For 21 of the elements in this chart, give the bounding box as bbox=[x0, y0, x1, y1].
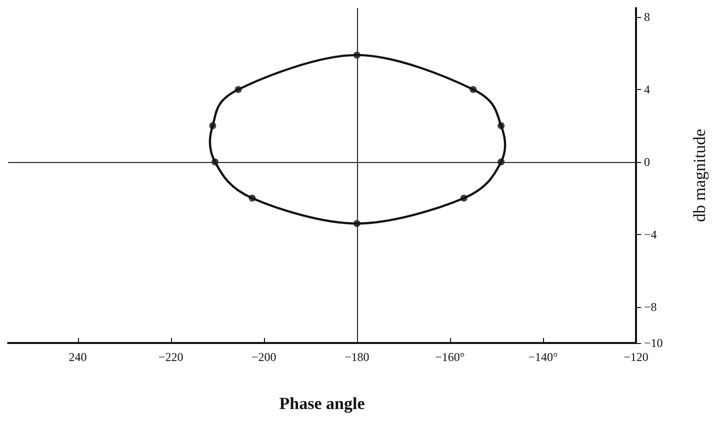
point bbox=[234, 86, 242, 93]
point bbox=[498, 122, 505, 130]
x-tick-label: −120 bbox=[624, 350, 648, 364]
y-tick-label: −8 bbox=[644, 300, 657, 314]
y-tick-label: 4 bbox=[644, 82, 650, 96]
y-tick-label: −10 bbox=[644, 336, 663, 350]
point bbox=[470, 86, 477, 93]
x-tick-label: −200 bbox=[251, 350, 276, 364]
y-axis-title: db magnitude bbox=[690, 128, 709, 222]
point bbox=[248, 194, 256, 202]
y-tick-label: 8 bbox=[644, 10, 650, 24]
x-tick-label: −160° bbox=[435, 350, 465, 364]
point bbox=[460, 194, 468, 202]
point bbox=[209, 122, 216, 130]
x-axis-title: Phase angle bbox=[279, 394, 366, 413]
y-tick-label: −4 bbox=[644, 227, 657, 242]
x-tick-label: −220 bbox=[158, 350, 184, 364]
x-tick-label: 240 bbox=[68, 350, 87, 364]
x-tick-label: −180 bbox=[344, 350, 370, 364]
x-tick-label: −140° bbox=[528, 350, 558, 364]
y-tick-label: 0 bbox=[644, 154, 650, 169]
